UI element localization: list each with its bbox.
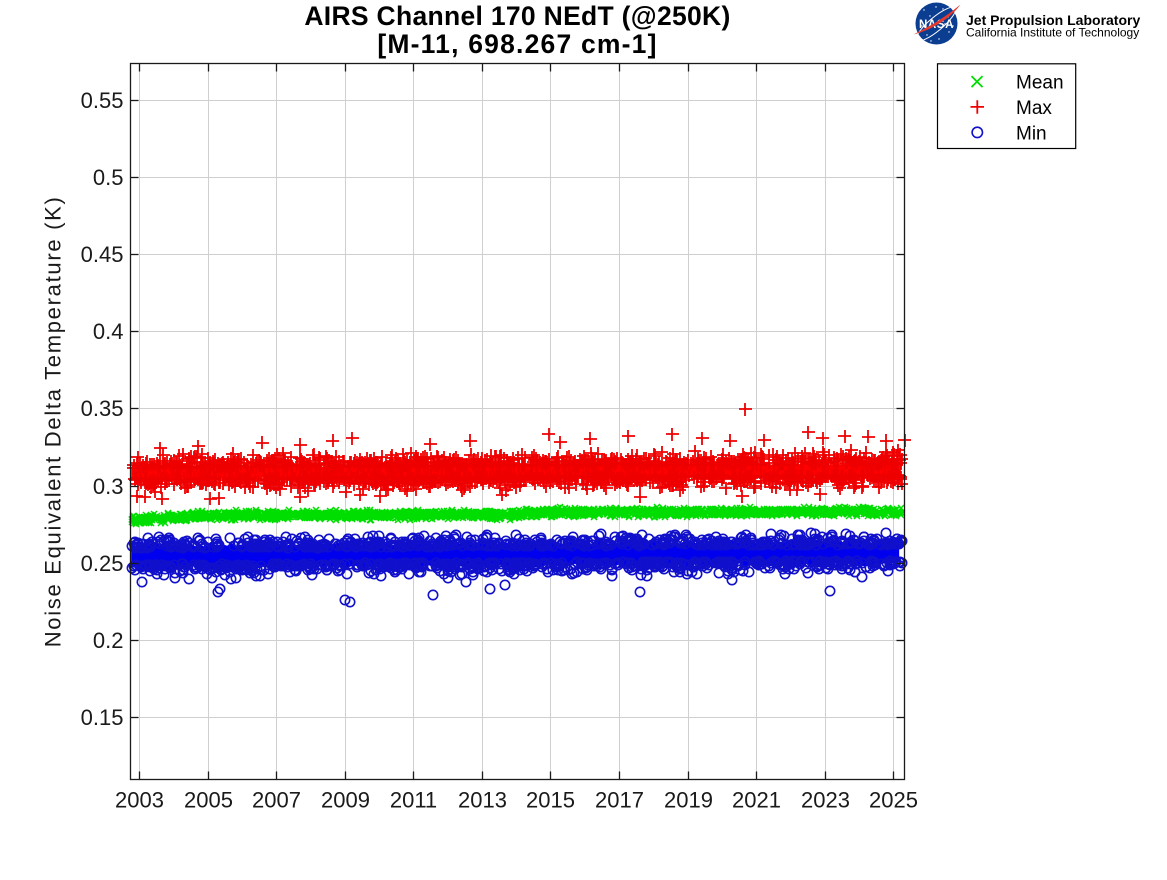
svg-text:2003: 2003 xyxy=(115,788,164,813)
svg-text:2013: 2013 xyxy=(458,788,507,813)
svg-text:0.3: 0.3 xyxy=(93,474,124,499)
svg-text:California Institute of Techno: California Institute of Technology xyxy=(966,26,1139,40)
svg-text:2015: 2015 xyxy=(526,788,575,813)
svg-text:2007: 2007 xyxy=(252,788,301,813)
svg-text:2025: 2025 xyxy=(869,788,918,813)
svg-text:0.4: 0.4 xyxy=(93,319,124,344)
svg-text:2005: 2005 xyxy=(184,788,233,813)
svg-text:0.2: 0.2 xyxy=(93,628,124,653)
svg-text:2009: 2009 xyxy=(321,788,370,813)
svg-text:2011: 2011 xyxy=(390,788,437,813)
svg-text:2019: 2019 xyxy=(664,788,713,813)
svg-text:0.45: 0.45 xyxy=(81,242,124,267)
svg-text:0.15: 0.15 xyxy=(81,705,124,730)
svg-text:2023: 2023 xyxy=(801,788,850,813)
svg-text:Mean: Mean xyxy=(1016,72,1064,93)
svg-text:Max: Max xyxy=(1016,98,1052,119)
svg-text:[M-11, 698.267 cm-1]: [M-11, 698.267 cm-1] xyxy=(377,29,657,59)
svg-text:0.55: 0.55 xyxy=(81,88,124,113)
svg-text:Jet Propulsion Laboratory: Jet Propulsion Laboratory xyxy=(966,12,1140,28)
svg-text:AIRS Channel 170 NEdT (@250K): AIRS Channel 170 NEdT (@250K) xyxy=(304,1,730,31)
svg-text:Noise Equivalent Delta Tempera: Noise Equivalent Delta Temperature (K) xyxy=(41,195,66,647)
svg-text:0.5: 0.5 xyxy=(93,165,124,190)
svg-text:0.35: 0.35 xyxy=(81,396,124,421)
svg-text:0.25: 0.25 xyxy=(81,551,124,576)
svg-text:Min: Min xyxy=(1016,123,1047,144)
svg-text:2017: 2017 xyxy=(595,788,644,813)
svg-text:2021: 2021 xyxy=(732,788,781,813)
